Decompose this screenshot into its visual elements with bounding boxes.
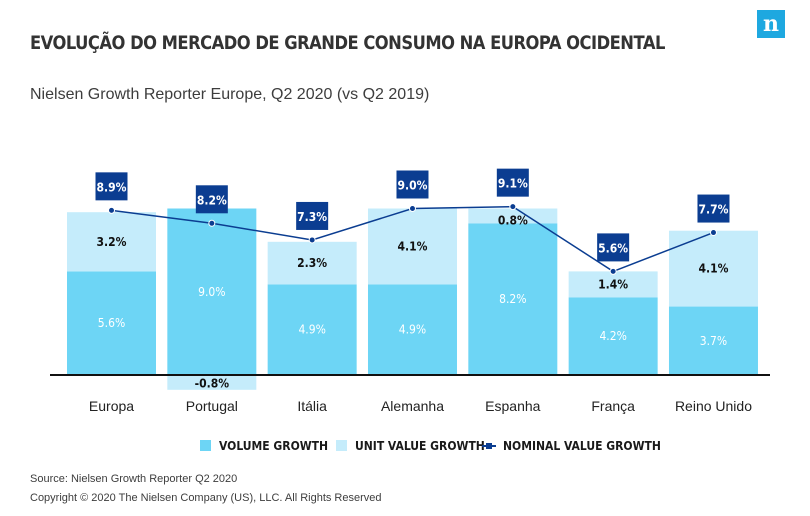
category-label-alemanha: Alemanha bbox=[381, 398, 444, 414]
category-label-reino-unido: Reino Unido bbox=[675, 398, 752, 414]
label-volume-europa: 5.6% bbox=[98, 316, 125, 330]
bar-volume-europa bbox=[67, 271, 156, 375]
label-unit-value-europa: 3.2% bbox=[97, 235, 127, 249]
nominal-badge-espanha bbox=[496, 168, 529, 197]
nominal-badge-europa bbox=[95, 172, 128, 201]
nominal-label-italia: 7.3% bbox=[297, 210, 327, 224]
label-unit-value-franca: 1.4% bbox=[598, 277, 628, 291]
nominal-label-franca: 5.6% bbox=[598, 241, 628, 255]
bar-unit-value-portugal bbox=[167, 375, 257, 390]
source-note: Source: Nielsen Growth Reporter Q2 2020 bbox=[30, 473, 238, 485]
category-label-espanha: Espanha bbox=[485, 398, 540, 414]
category-label-europa: Europa bbox=[89, 398, 134, 414]
label-unit-value-portugal: -0.8% bbox=[195, 376, 230, 390]
legend-swatch-volume-growth bbox=[200, 440, 211, 451]
nominal-point-italia bbox=[308, 236, 316, 244]
nominal-badge-franca bbox=[597, 233, 630, 262]
bar-volume-italia bbox=[267, 284, 357, 375]
label-unit-value-italia: 2.3% bbox=[297, 256, 327, 270]
category-label-italia: Itália bbox=[297, 398, 327, 414]
bar-volume-franca bbox=[568, 297, 658, 375]
label-volume-italia: 4.9% bbox=[298, 323, 325, 337]
category-label-portugal: Portugal bbox=[186, 398, 238, 414]
legend-label-nominal-value-growth: NOMINAL VALUE GROWTH bbox=[503, 439, 661, 453]
label-volume-espanha: 8.2% bbox=[499, 292, 526, 306]
label-volume-reino-unido: 3.7% bbox=[700, 334, 727, 348]
legend-swatch-unit-value-growth bbox=[336, 440, 347, 451]
nominal-label-alemanha: 9.0% bbox=[398, 179, 428, 193]
chart-area: 5.6% 3.2% Europa 9.0% -0.8% Portugal 4.9% 2.3% I… bbox=[50, 168, 770, 453]
nominal-label-espanha: 9.1% bbox=[498, 177, 528, 191]
label-unit-value-alemanha: 4.1% bbox=[398, 239, 428, 253]
label-unit-value-espanha: 0.8% bbox=[498, 214, 528, 228]
nominal-badge-portugal bbox=[195, 185, 228, 214]
copyright-note: Copyright © 2020 The Nielsen Company (US… bbox=[30, 492, 382, 504]
nominal-label-europa: 8.9% bbox=[97, 180, 127, 194]
nominal-point-europa bbox=[108, 206, 115, 214]
legend-marker-nominal-value-growth bbox=[486, 443, 492, 449]
bar-volume-portugal bbox=[167, 208, 257, 375]
nominal-point-portugal bbox=[208, 219, 216, 227]
nominal-badge-italia bbox=[296, 201, 329, 230]
label-volume-franca: 4.2% bbox=[599, 329, 626, 343]
bar-volume-reino-unido bbox=[668, 306, 758, 375]
legend-label-volume-growth: VOLUME GROWTH bbox=[219, 439, 328, 453]
nominal-point-alemanha bbox=[408, 205, 416, 212]
bar-unit-value-europa bbox=[67, 212, 156, 272]
chart-title: EVOLUÇÃO DO MERCADO DE GRANDE CONSUMO NA… bbox=[30, 32, 665, 54]
nominal-point-reino-unido bbox=[709, 229, 717, 237]
label-volume-portugal: 9.0% bbox=[198, 285, 225, 299]
bar-unit-value-espanha bbox=[468, 208, 558, 224]
bar-unit-value-franca bbox=[568, 271, 658, 298]
nominal-badge-reino-unido bbox=[697, 194, 730, 223]
bar-volume-espanha bbox=[468, 223, 558, 375]
bar-unit-value-italia bbox=[267, 241, 357, 285]
nominal-label-reino-unido: 7.7% bbox=[699, 203, 729, 217]
label-volume-alemanha: 4.9% bbox=[399, 323, 426, 337]
legend-label-unit-value-growth: UNIT VALUE GROWTH bbox=[355, 439, 485, 453]
label-unit-value-reino-unido: 4.1% bbox=[699, 262, 729, 276]
chart-subtitle: Nielsen Growth Reporter Europe, Q2 2020 … bbox=[30, 86, 430, 103]
category-label-franca: França bbox=[591, 398, 635, 414]
nominal-badge-alemanha bbox=[396, 170, 429, 199]
nominal-point-espanha bbox=[509, 203, 517, 211]
bar-unit-value-alemanha bbox=[367, 208, 457, 285]
nominal-point-franca bbox=[609, 267, 617, 275]
nielsen-logo-icon: n bbox=[757, 10, 785, 38]
bar-volume-alemanha bbox=[367, 284, 457, 375]
nominal-label-portugal: 8.2% bbox=[197, 193, 227, 207]
